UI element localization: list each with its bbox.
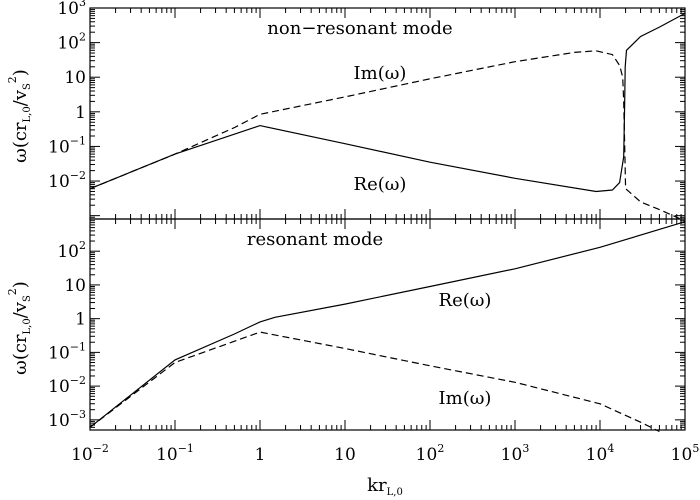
series-annotation: Re(ω) [439,290,492,311]
x-tick-label: 10−2 [71,442,109,465]
x-tick-label: 10−1 [156,442,194,465]
solid-series-line [89,221,686,428]
x-tick-label: 1 [255,445,266,465]
solid-series-line [89,12,686,193]
dashed-series-line [89,50,686,222]
y-tick-label: 10−3 [48,408,86,431]
y-tick-label: 1 [75,310,86,330]
series-annotation: Im(ω) [439,388,492,409]
y-tick-label: 10−1 [48,340,86,363]
x-tick-label: 10 [334,445,356,465]
x-tick-label: 102 [416,442,445,465]
x-tick-label: 104 [586,442,615,465]
y-tick-label: 1 [75,103,86,123]
panel-title: non−resonant mode [267,18,452,39]
y-tick-label: 10−2 [48,169,86,192]
dashed-series-line [89,331,660,433]
bottom-panel: 102 10 1 10−1 10−2 10−3 resonant mode Re(ω) Im(ω… [48,218,686,433]
y-tick-label: 102 [57,239,86,262]
x-tick-label: 105 [671,442,700,465]
y-tick-label: 10−1 [48,134,86,157]
y-tick-label: 10 [64,276,86,296]
x-tick-label: 103 [501,442,530,465]
y-tick-label: 103 [57,0,86,19]
y-tick-label: 10 [64,68,86,88]
bottom-y-axis-label: ω(crL,0/vS2) [6,281,33,375]
y-tick-label: 102 [57,31,86,54]
y-tick-label: 10−2 [48,374,86,397]
plot-frame [89,218,686,431]
x-tick-labels: 10−2 10−1 1 10 102 103 104 105 [71,442,699,465]
top-y-axis-label: ω(crL,0/vS2) [6,69,33,163]
series-annotation: Re(ω) [354,174,407,195]
series-annotation: Im(ω) [354,63,407,84]
x-axis-label: krL,0 [367,475,403,498]
panel-title: resonant mode [247,229,383,250]
